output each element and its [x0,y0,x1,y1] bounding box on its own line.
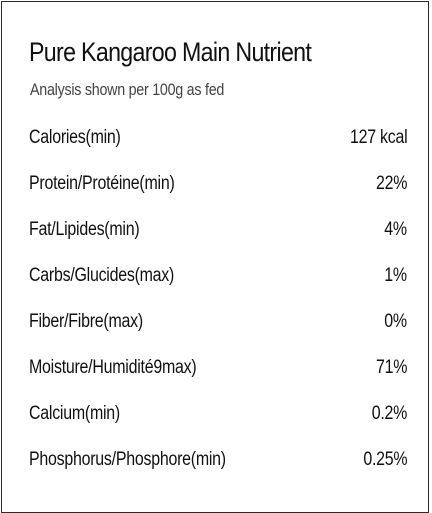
nutrient-label: Fat/Lipides(min) [29,219,140,240]
nutrient-row-carbs: Carbs/Glucides(max) 1% [29,253,407,299]
panel-title: Pure Kangaroo Main Nutrient [29,37,312,67]
nutrient-value: 0.2% [371,403,408,424]
nutrient-value: 127 kcal [349,127,408,148]
nutrient-value: 0.25% [363,449,407,470]
panel-subtitle: Analysis shown per 100g as fed [30,80,225,99]
nutrient-label: Moisture/Humidité9max) [29,357,197,378]
nutrient-value: 1% [384,265,407,286]
nutrient-value: 4% [384,219,407,240]
nutrient-value: 0% [384,311,407,332]
nutrient-row-calcium: Calcium(min) 0.2% [29,391,407,437]
nutrient-label: Calories(min) [29,127,121,148]
nutrient-row-fiber: Fiber/Fibre(max) 0% [29,299,407,345]
nutrient-row-phosphorus: Phosphorus/Phosphore(min) 0.25% [29,437,407,483]
nutrient-row-calories: Calories(min) 127 kcal [29,115,407,161]
nutrient-label: Phosphorus/Phosphore(min) [29,449,226,470]
nutrient-row-moisture: Moisture/Humidité9max) 71% [29,345,407,391]
nutrient-label: Calcium(min) [29,403,120,424]
nutrient-label: Protein/Protéine(min) [29,173,175,194]
nutrient-value: 71% [375,357,407,378]
nutrient-row-protein: Protein/Protéine(min) 22% [29,161,407,207]
nutrient-label: Carbs/Glucides(max) [29,265,175,286]
nutrient-value: 22% [375,173,407,194]
nutrient-row-fat: Fat/Lipides(min) 4% [29,207,407,253]
nutrient-label: Fiber/Fibre(max) [29,311,143,332]
nutrient-list: Calories(min) 127 kcal Protein/Protéine(… [29,115,407,483]
